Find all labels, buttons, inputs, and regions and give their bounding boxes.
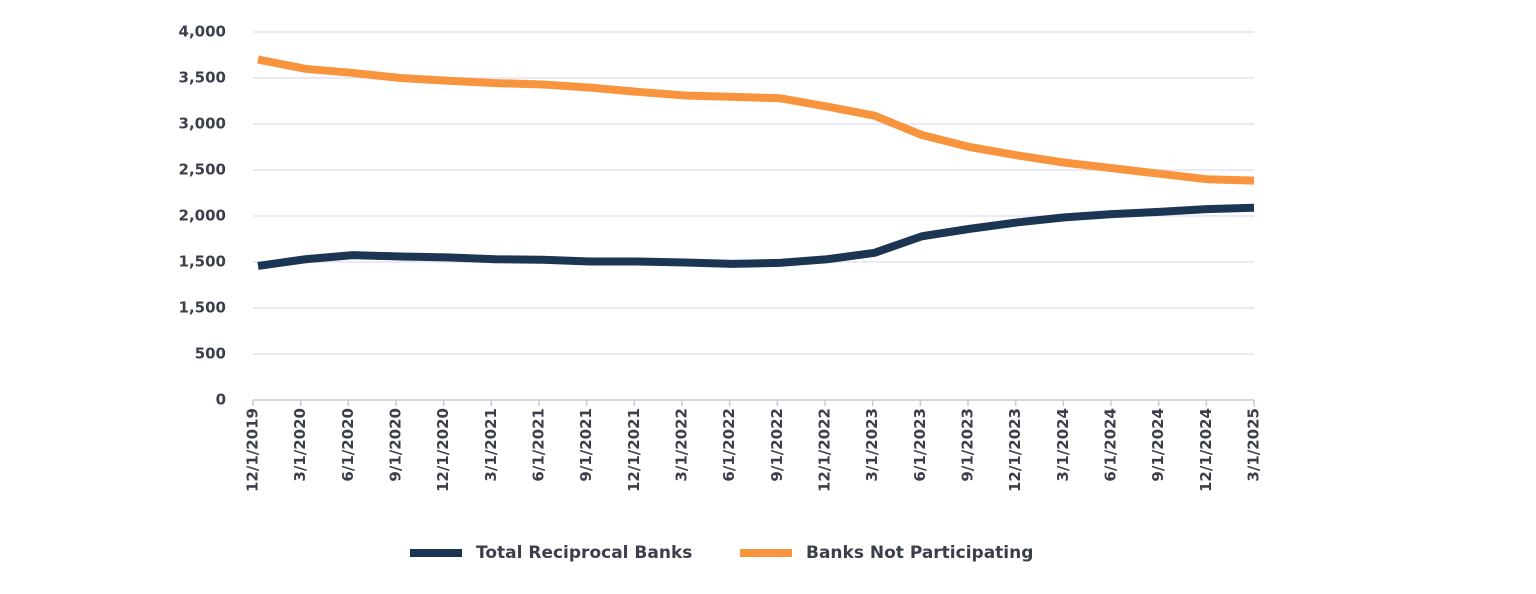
x-tick-label: 6/1/2022 bbox=[720, 408, 738, 482]
x-tick-label: 3/1/2023 bbox=[863, 408, 881, 482]
x-tick-label: 3/1/2024 bbox=[1054, 408, 1072, 482]
y-tick-label: 2,000 bbox=[179, 207, 226, 225]
x-tick-label: 12/1/2019 bbox=[244, 408, 262, 492]
y-tick-label: 500 bbox=[195, 345, 226, 363]
y-tick-label: 3,000 bbox=[179, 115, 226, 133]
x-tick-label: 6/1/2023 bbox=[911, 408, 929, 482]
x-tick-label: 3/1/2025 bbox=[1245, 408, 1263, 482]
x-tick-label: 12/1/2020 bbox=[434, 408, 452, 492]
y-tick-label: 0 bbox=[216, 391, 226, 409]
x-tick-label: 12/1/2023 bbox=[1006, 408, 1024, 492]
y-tick-label: 1,500 bbox=[179, 299, 226, 317]
x-tick-label: 3/1/2022 bbox=[673, 408, 691, 482]
legend-label: Total Reciprocal Banks bbox=[476, 543, 692, 563]
x-tick-label: 12/1/2022 bbox=[816, 408, 834, 492]
x-tick-label: 9/1/2024 bbox=[1149, 408, 1167, 482]
x-tick-label: 6/1/2024 bbox=[1102, 408, 1120, 482]
legend-label: Banks Not Participating bbox=[806, 543, 1033, 563]
x-tick-label: 3/1/2020 bbox=[291, 408, 309, 482]
y-tick-label: 4,000 bbox=[179, 23, 226, 41]
x-tick-label: 9/1/2023 bbox=[959, 408, 977, 482]
x-tick-label: 6/1/2020 bbox=[339, 408, 357, 482]
line bbox=[257, 55, 1255, 185]
y-tick-label: 1,500 bbox=[179, 253, 226, 271]
y-tick-label: 3,500 bbox=[179, 69, 226, 87]
x-tick-label: 6/1/2021 bbox=[530, 408, 548, 482]
x-tick-label: 12/1/2021 bbox=[625, 408, 643, 492]
x-tick-label: 3/1/2021 bbox=[482, 408, 500, 482]
x-tick-label: 12/1/2024 bbox=[1197, 408, 1215, 492]
y-tick-label: 2,500 bbox=[179, 161, 226, 179]
x-tick-label: 9/1/2020 bbox=[387, 408, 405, 482]
x-tick-label: 9/1/2021 bbox=[577, 408, 595, 482]
line bbox=[257, 203, 1255, 270]
x-tick-label: 9/1/2022 bbox=[768, 408, 786, 482]
